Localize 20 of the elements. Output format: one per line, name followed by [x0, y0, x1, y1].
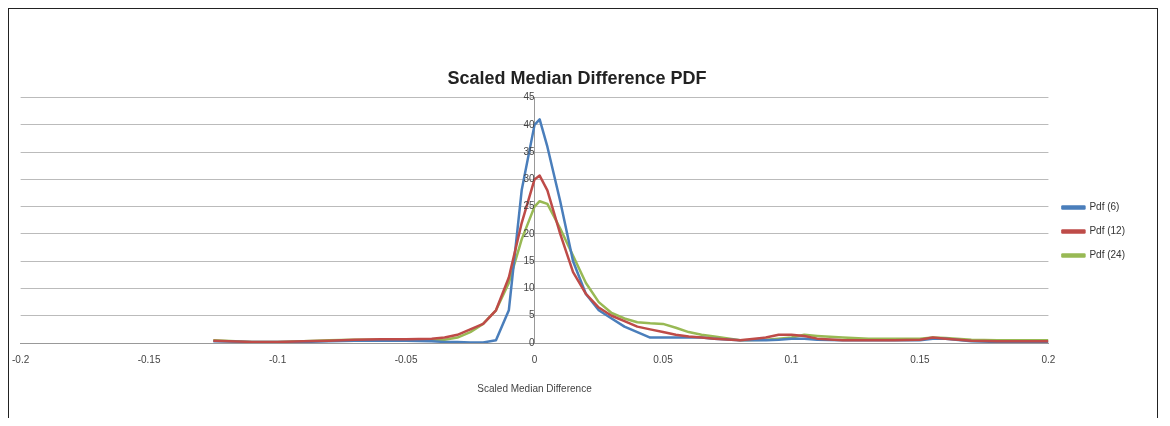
- chart-title: Scaled Median Difference PDF: [447, 67, 707, 88]
- x-tick-label: 0.2: [1041, 353, 1056, 365]
- legend-label: Pdf (12): [1089, 225, 1126, 237]
- y-tick-label: 20: [523, 227, 535, 239]
- x-tick-label: 0.05: [653, 353, 674, 365]
- x-tick-label: 0.1: [784, 353, 799, 365]
- x-axis-title: Scaled Median Difference: [477, 382, 593, 394]
- y-tick-label: 15: [523, 254, 535, 266]
- x-tick-label: -0.1: [268, 353, 287, 365]
- y-tick-label: 5: [528, 309, 535, 321]
- legend-label: Pdf (6): [1089, 201, 1120, 213]
- x-tick-label: -0.15: [137, 353, 161, 365]
- x-tick-label: -0.05: [394, 353, 418, 365]
- y-tick-label: 0: [528, 336, 535, 348]
- y-tick-label: 45: [523, 91, 535, 103]
- x-tick-label: 0.15: [910, 353, 931, 365]
- legend-label: Pdf (24): [1089, 249, 1126, 261]
- y-tick-label: 10: [523, 282, 535, 294]
- y-tick-label: 40: [523, 118, 535, 130]
- x-tick-label: -0.2: [12, 353, 30, 365]
